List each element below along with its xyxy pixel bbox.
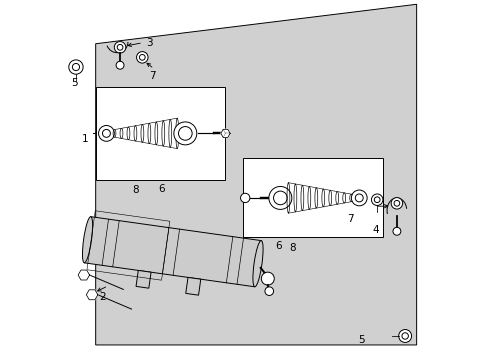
Circle shape [398,329,411,342]
Text: 3: 3 [146,38,153,48]
Circle shape [392,227,400,235]
Circle shape [264,287,273,296]
Polygon shape [221,129,230,138]
Bar [136,270,151,288]
Circle shape [371,194,382,206]
Circle shape [273,191,286,205]
Circle shape [390,198,402,209]
Circle shape [373,197,379,203]
Text: 2: 2 [100,292,106,302]
Circle shape [72,63,80,71]
Circle shape [240,193,249,203]
Circle shape [117,44,122,50]
Circle shape [99,126,114,141]
Ellipse shape [82,217,92,263]
Circle shape [102,130,110,137]
Bar [96,87,224,180]
Text: 5: 5 [357,334,364,345]
Polygon shape [86,290,98,300]
Circle shape [116,61,124,69]
Text: 6: 6 [275,241,281,251]
Text: 5: 5 [71,78,77,88]
Circle shape [261,272,274,285]
Ellipse shape [252,240,263,287]
Circle shape [139,54,145,60]
Text: 7: 7 [149,71,156,81]
Text: 7: 7 [346,215,353,224]
Bar [185,278,201,295]
Circle shape [355,194,363,202]
Text: 4: 4 [371,225,378,235]
Bar [87,211,169,280]
Circle shape [174,122,196,145]
Circle shape [136,51,148,63]
Text: 8: 8 [289,243,296,253]
Text: 1: 1 [81,134,88,144]
Text: 8: 8 [132,185,138,195]
Text: 6: 6 [159,184,165,194]
Bar [242,158,382,237]
Circle shape [69,60,83,74]
Polygon shape [96,4,416,345]
Circle shape [114,41,125,53]
Circle shape [393,201,399,206]
Circle shape [401,333,407,339]
Bar [84,217,261,287]
Circle shape [178,127,192,140]
Circle shape [268,186,291,210]
Circle shape [351,190,366,206]
Polygon shape [78,270,89,280]
